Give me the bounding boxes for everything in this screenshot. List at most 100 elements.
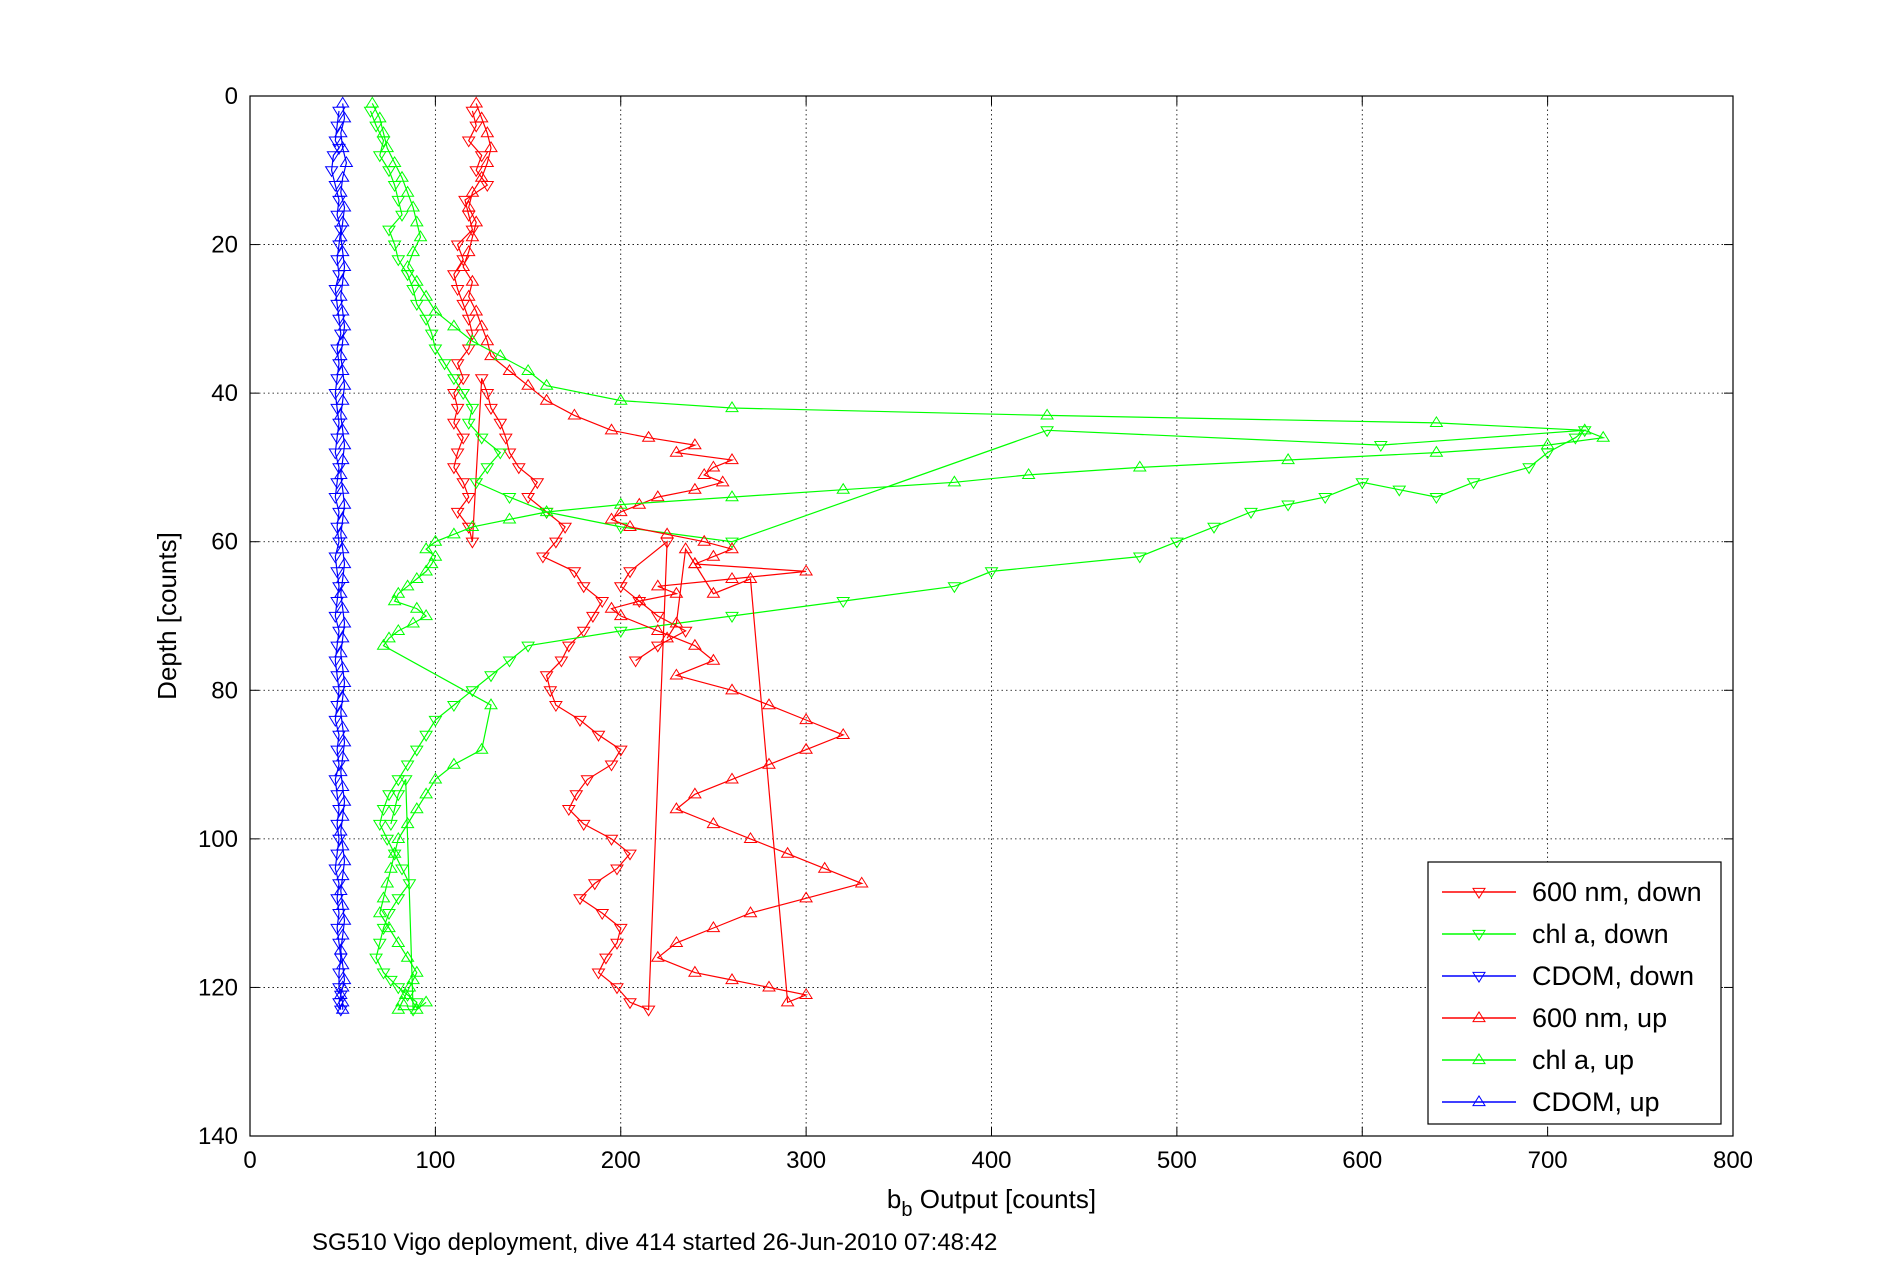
- y-axis-label: Depth [counts]: [152, 532, 182, 700]
- series-6: [333, 96, 354, 1014]
- data-point: [613, 745, 628, 757]
- data-point: [413, 230, 428, 242]
- data-point: [328, 864, 343, 876]
- series-line: [371, 103, 1606, 1011]
- data-point: [446, 270, 461, 282]
- data-point: [854, 876, 869, 888]
- data-point: [402, 980, 417, 992]
- data-point: [402, 879, 417, 891]
- data-point: [400, 259, 415, 271]
- data-point: [335, 170, 350, 182]
- data-point: [613, 582, 628, 594]
- data-point: [376, 126, 391, 138]
- data-point: [762, 698, 776, 710]
- data-point: [391, 623, 406, 635]
- data-point: [535, 552, 550, 564]
- data-point: [446, 527, 461, 539]
- legend-box: [1427, 861, 1722, 1125]
- data-point: [650, 611, 665, 623]
- data-point: [428, 344, 443, 356]
- data-point: [706, 921, 721, 933]
- data-point: [335, 363, 350, 375]
- data-point: [669, 802, 684, 814]
- data-point: [450, 403, 465, 415]
- y-tick-label: 0: [225, 83, 238, 110]
- data-point: [333, 408, 348, 420]
- data-point: [337, 913, 352, 925]
- data-point: [406, 245, 421, 257]
- data-point: [669, 616, 684, 628]
- data-point: [604, 834, 619, 846]
- legend-entry: CDOM, down: [1442, 961, 1694, 991]
- data-point: [836, 482, 851, 494]
- data-point: [328, 552, 343, 564]
- data-point: [660, 631, 675, 643]
- data-point: [947, 475, 962, 487]
- data-point: [1244, 507, 1258, 519]
- data-point: [573, 715, 587, 727]
- data-point: [623, 519, 637, 531]
- data-point: [387, 846, 402, 858]
- data-point: [339, 155, 354, 167]
- data-point: [465, 519, 480, 531]
- y-tick-label: 100: [198, 826, 238, 853]
- data-point: [328, 285, 343, 297]
- data-point: [706, 653, 721, 665]
- data-point: [469, 96, 484, 108]
- data-point: [428, 304, 443, 316]
- data-point: [678, 626, 693, 638]
- data-point: [687, 557, 702, 569]
- data-point: [369, 953, 384, 965]
- data-point: [613, 505, 628, 517]
- data-point: [398, 775, 413, 787]
- x-tick-label: 500: [1157, 1147, 1197, 1174]
- legend-marker: [1472, 1053, 1486, 1065]
- x-tick-label: 700: [1528, 1147, 1568, 1174]
- data-point: [623, 567, 637, 579]
- data-point: [382, 631, 396, 643]
- data-point: [1040, 426, 1055, 438]
- data-point: [424, 557, 439, 569]
- data-point: [387, 594, 402, 606]
- data-point: [493, 418, 508, 430]
- data-point: [465, 537, 480, 549]
- data-point: [446, 418, 461, 430]
- data-point: [461, 200, 476, 212]
- data-point: [337, 616, 352, 628]
- x-axis-label: bb Output [counts]: [887, 1184, 1096, 1221]
- data-point: [387, 849, 402, 861]
- data-point: [725, 453, 739, 465]
- data-point: [1596, 430, 1611, 442]
- data-point: [428, 534, 443, 546]
- data-point: [333, 765, 348, 777]
- data-point: [335, 542, 350, 554]
- data-point: [1355, 478, 1370, 490]
- data-point: [474, 374, 489, 386]
- data-point: [409, 601, 424, 613]
- data-point: [613, 393, 628, 405]
- data-point: [725, 973, 739, 985]
- data-point: [428, 549, 443, 561]
- data-point: [335, 96, 350, 108]
- data-point: [610, 864, 624, 876]
- data-point: [335, 423, 350, 435]
- series-4: [456, 96, 869, 1007]
- data-point: [706, 586, 721, 598]
- data-point: [391, 983, 406, 995]
- data-point: [548, 701, 563, 713]
- data-point: [382, 909, 396, 921]
- data-point: [687, 787, 702, 799]
- data-point: [333, 467, 348, 479]
- legend-label: chl a, down: [1532, 919, 1669, 949]
- data-point: [743, 906, 758, 918]
- data-point: [836, 727, 851, 739]
- data-point: [419, 314, 434, 326]
- data-point: [725, 772, 739, 784]
- data-point: [465, 230, 480, 242]
- data-point: [428, 715, 443, 727]
- data-point: [376, 638, 391, 650]
- data-point: [521, 378, 536, 390]
- data-point: [687, 482, 702, 494]
- data-point: [372, 819, 387, 831]
- data-point: [1429, 493, 1444, 505]
